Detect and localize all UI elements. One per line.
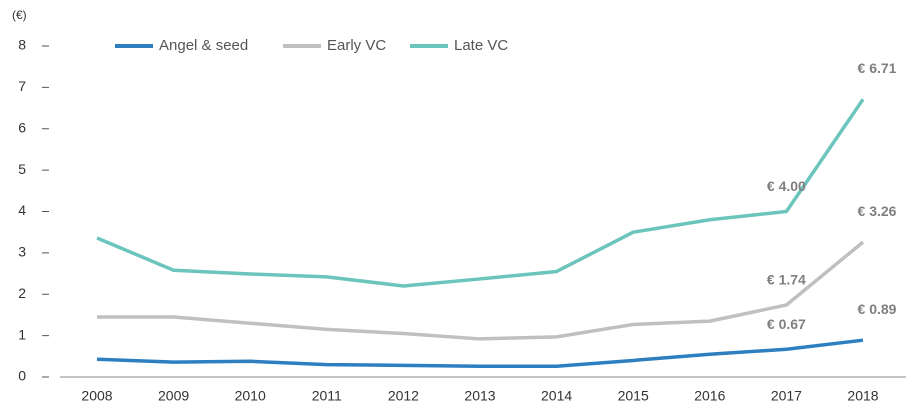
x-tick-label: 2010 [235,388,266,404]
x-tick-label: 2015 [618,388,649,404]
x-tick-label: 2008 [81,388,112,404]
data-label: € 6.71 [858,60,897,76]
data-label: € 0.67 [767,316,806,332]
data-label: € 3.26 [858,203,897,219]
x-tick-label: 2016 [694,388,725,404]
y-tick-label: 4 [18,202,26,218]
y-tick-label: 1 [18,326,26,342]
y-tick-label: 5 [18,161,26,177]
legend-label: Early VC [327,37,386,54]
data-label: € 4.00 [767,178,806,194]
y-tick-label: 7 [18,78,26,94]
x-tick-label: 2018 [847,388,878,404]
y-tick-label: 0 [18,368,26,384]
y-tick-label: 8 [18,37,26,53]
legend-label: Late VC [454,37,508,54]
y-tick-label: 2 [18,285,26,301]
x-tick-label: 2013 [464,388,495,404]
series-line [97,240,865,341]
legend-label: Angel & seed [159,37,248,54]
data-label: € 0.89 [858,301,897,317]
data-label: € 1.74 [767,272,806,288]
x-tick-label: 2011 [312,388,342,404]
y-tick-label: 6 [18,119,26,135]
y-tick-label: 3 [18,244,26,260]
unit-label: (€) [12,8,27,22]
series-line [96,338,864,368]
x-tick-label: 2014 [541,388,572,404]
series-line [96,98,865,288]
x-tick-label: 2012 [388,388,419,404]
x-tick-label: 2009 [158,388,189,404]
x-tick-label: 2017 [771,388,802,404]
